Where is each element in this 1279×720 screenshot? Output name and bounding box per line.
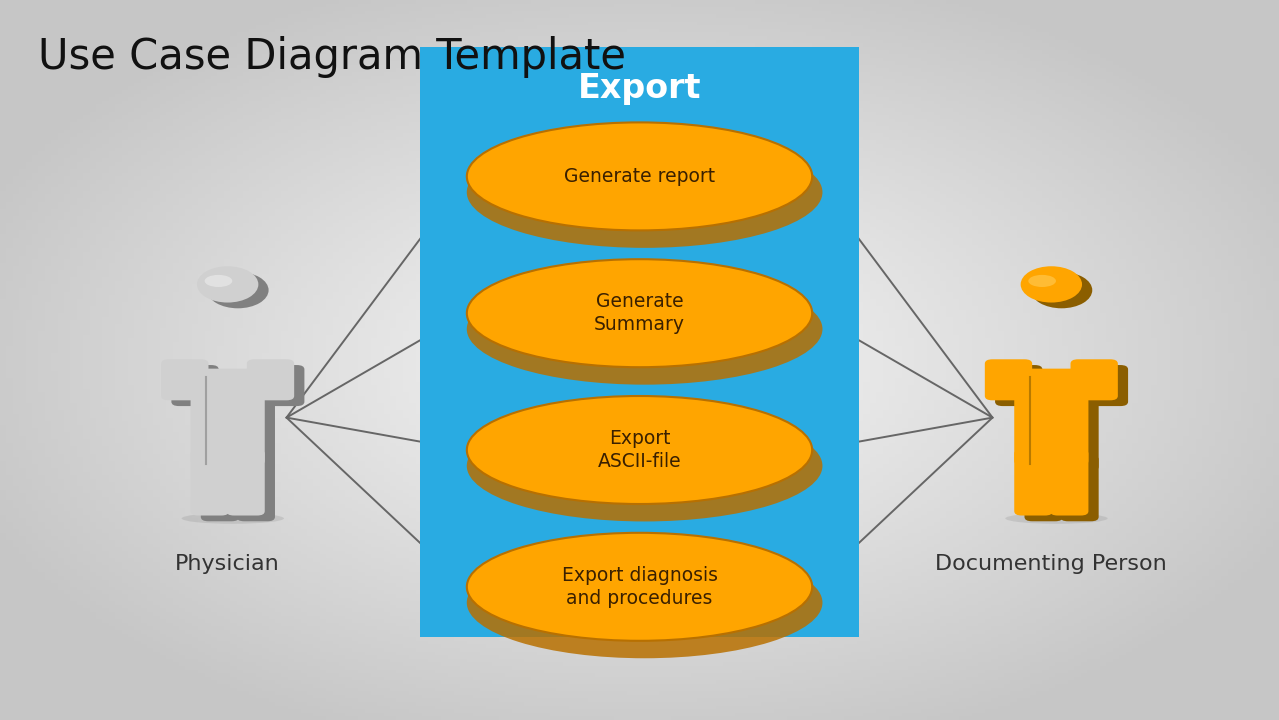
FancyBboxPatch shape [201, 374, 275, 472]
Text: Documenting Person: Documenting Person [935, 554, 1168, 575]
FancyBboxPatch shape [1060, 455, 1099, 521]
FancyBboxPatch shape [226, 449, 265, 516]
Text: Export: Export [578, 72, 701, 105]
Ellipse shape [467, 533, 812, 641]
FancyBboxPatch shape [995, 365, 1042, 406]
Ellipse shape [207, 272, 269, 308]
Ellipse shape [467, 122, 812, 230]
FancyBboxPatch shape [1024, 455, 1063, 521]
FancyBboxPatch shape [201, 455, 239, 521]
Ellipse shape [1028, 275, 1056, 287]
Ellipse shape [467, 259, 812, 367]
Text: Export
ASCII-file: Export ASCII-file [597, 428, 682, 472]
Ellipse shape [1031, 272, 1092, 308]
FancyBboxPatch shape [1050, 449, 1088, 516]
FancyBboxPatch shape [1071, 359, 1118, 400]
Text: Generate
Summary: Generate Summary [593, 292, 686, 335]
FancyBboxPatch shape [1024, 374, 1099, 472]
Ellipse shape [467, 274, 822, 384]
Text: Physician: Physician [175, 554, 280, 575]
Text: Export diagnosis
and procedures: Export diagnosis and procedures [561, 565, 718, 608]
Ellipse shape [182, 513, 284, 524]
FancyBboxPatch shape [161, 359, 208, 400]
FancyBboxPatch shape [985, 359, 1032, 400]
Ellipse shape [197, 266, 258, 302]
FancyBboxPatch shape [247, 359, 294, 400]
Text: Use Case Diagram Template: Use Case Diagram Template [38, 36, 627, 78]
Ellipse shape [467, 547, 822, 658]
FancyBboxPatch shape [191, 369, 265, 467]
FancyBboxPatch shape [191, 449, 229, 516]
FancyBboxPatch shape [1081, 365, 1128, 406]
Ellipse shape [467, 410, 822, 521]
FancyBboxPatch shape [420, 47, 859, 637]
FancyBboxPatch shape [1014, 369, 1088, 467]
Text: Generate report: Generate report [564, 167, 715, 186]
FancyBboxPatch shape [237, 455, 275, 521]
FancyBboxPatch shape [171, 365, 219, 406]
Ellipse shape [467, 396, 812, 504]
Ellipse shape [1005, 513, 1108, 524]
FancyBboxPatch shape [257, 365, 304, 406]
FancyBboxPatch shape [1014, 449, 1053, 516]
Ellipse shape [1021, 266, 1082, 302]
Ellipse shape [467, 137, 822, 248]
Ellipse shape [205, 275, 233, 287]
